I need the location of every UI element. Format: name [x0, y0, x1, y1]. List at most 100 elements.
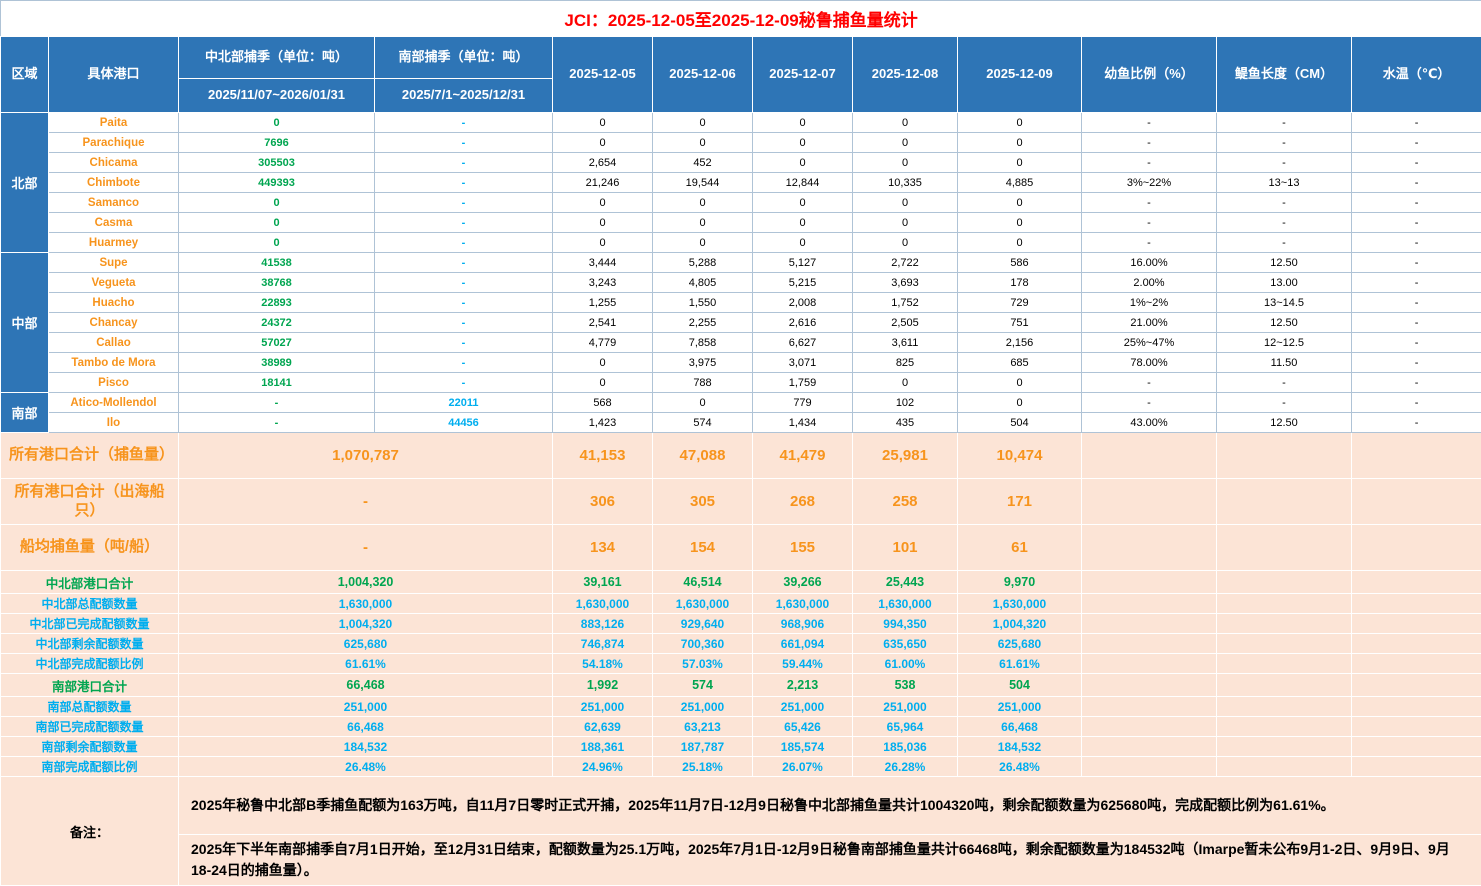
- anchovy-length-value: -: [1217, 373, 1352, 393]
- daily-catch-value: 2,616: [753, 313, 853, 333]
- empty-cell: [1352, 571, 1481, 594]
- empty-cell: [1082, 654, 1217, 674]
- quota-daily-value: 25.18%: [653, 757, 753, 777]
- quota-daily-value: 1,992: [553, 674, 653, 697]
- region-cell: 南部: [1, 393, 49, 433]
- quota-daily-value: 187,787: [653, 737, 753, 757]
- quota-daily-value: 574: [653, 674, 753, 697]
- summary-daily-value: 258: [853, 479, 958, 525]
- notes-section: 备注： 2025年秘鲁中北部B季捕鱼配额为163万吨，自11月7日零时正式开捕，…: [1, 777, 1481, 886]
- daily-catch-value: 2,505: [853, 313, 958, 333]
- juvenile-ratio-value: -: [1082, 393, 1217, 413]
- daily-catch-value: 0: [553, 233, 653, 253]
- juvenile-ratio-value: 25%~47%: [1082, 333, 1217, 353]
- daily-catch-value: 568: [553, 393, 653, 413]
- juvenile-ratio-value: -: [1082, 193, 1217, 213]
- quota-total-value: 61.61%: [179, 654, 553, 674]
- quota-daily-value: 61.00%: [853, 654, 958, 674]
- daily-catch-value: 779: [753, 393, 853, 413]
- juvenile-ratio-value: 2.00%: [1082, 273, 1217, 293]
- daily-catch-value: 0: [653, 213, 753, 233]
- juvenile-ratio-value: 3%~22%: [1082, 173, 1217, 193]
- summary-label: 船均捕鱼量（吨/船）: [1, 525, 179, 571]
- daily-catch-value: 1,423: [553, 413, 653, 433]
- empty-cell: [1352, 594, 1481, 614]
- quota-total-value: 1,004,320: [179, 614, 553, 634]
- empty-cell: [1352, 717, 1481, 737]
- anchovy-length-value: 13~14.5: [1217, 293, 1352, 313]
- water-temp-value: -: [1352, 413, 1481, 433]
- juvenile-ratio-value: -: [1082, 213, 1217, 233]
- daily-catch-value: 5,127: [753, 253, 853, 273]
- summary-daily-value: 25,981: [853, 433, 958, 479]
- quota-daily-value: 62,639: [553, 717, 653, 737]
- summary-daily-value: 61: [958, 525, 1082, 571]
- col-header-juvenile-ratio: 幼鱼比例（%）: [1082, 37, 1217, 113]
- s-season-quota-value: 44456: [375, 413, 553, 433]
- nc-season-quota-value: 0: [179, 213, 375, 233]
- daily-catch-value: 0: [753, 193, 853, 213]
- water-temp-value: -: [1352, 233, 1481, 253]
- quota-daily-value: 185,036: [853, 737, 958, 757]
- water-temp-value: -: [1352, 293, 1481, 313]
- daily-catch-value: 12,844: [753, 173, 853, 193]
- col-header-date-1: 2025-12-05: [553, 37, 653, 113]
- nc-season-quota-value: 38768: [179, 273, 375, 293]
- summary-daily-value: 101: [853, 525, 958, 571]
- notes-row-1: 备注： 2025年秘鲁中北部B季捕鱼配额为163万吨，自11月7日零时正式开捕，…: [1, 777, 1481, 835]
- nc-season-quota-value: 38989: [179, 353, 375, 373]
- empty-cell: [1082, 697, 1217, 717]
- quota-daily-value: 929,640: [653, 614, 753, 634]
- anchovy-length-value: -: [1217, 153, 1352, 173]
- quota-daily-value: 9,970: [958, 571, 1082, 594]
- empty-cell: [1217, 674, 1352, 697]
- col-header-region: 区域: [1, 37, 49, 113]
- empty-cell: [1352, 697, 1481, 717]
- notes-label: 备注：: [1, 777, 179, 886]
- empty-cell: [1352, 614, 1481, 634]
- col-header-s-season-range: 2025/7/1~2025/12/31: [375, 79, 553, 113]
- water-temp-value: -: [1352, 193, 1481, 213]
- daily-catch-value: 0: [958, 373, 1082, 393]
- empty-cell: [1082, 433, 1217, 479]
- empty-cell: [1217, 697, 1352, 717]
- quota-daily-value: 54.18%: [553, 654, 653, 674]
- daily-catch-value: 5,215: [753, 273, 853, 293]
- quota-total-value: 66,468: [179, 717, 553, 737]
- nc-season-quota-value: 0: [179, 233, 375, 253]
- s-season-quota-value: -: [375, 133, 553, 153]
- quota-daily-value: 251,000: [653, 697, 753, 717]
- port-name: Chancay: [49, 313, 179, 333]
- empty-cell: [1082, 674, 1217, 697]
- note-text-2: 2025年下半年南部捕季自7月1日开始，至12月31日结束，配额数量为25.1万…: [179, 835, 1481, 886]
- daily-catch-value: 3,444: [553, 253, 653, 273]
- daily-catch-value: 2,541: [553, 313, 653, 333]
- port-name: Supe: [49, 253, 179, 273]
- daily-catch-value: 178: [958, 273, 1082, 293]
- port-name: Parachique: [49, 133, 179, 153]
- s-season-quota-value: -: [375, 233, 553, 253]
- daily-catch-value: 788: [653, 373, 753, 393]
- daily-catch-value: 574: [653, 413, 753, 433]
- daily-catch-value: 1,752: [853, 293, 958, 313]
- nc-season-quota-value: 57027: [179, 333, 375, 353]
- daily-catch-value: 2,255: [653, 313, 753, 333]
- col-header-port: 具体港口: [49, 37, 179, 113]
- s-season-quota-value: -: [375, 273, 553, 293]
- daily-catch-value: 751: [958, 313, 1082, 333]
- anchovy-length-value: 13~13: [1217, 173, 1352, 193]
- empty-cell: [1217, 594, 1352, 614]
- daily-catch-value: 0: [553, 113, 653, 133]
- anchovy-length-value: 12.50: [1217, 313, 1352, 333]
- quota-daily-value: 251,000: [753, 697, 853, 717]
- empty-cell: [1217, 614, 1352, 634]
- col-header-date-2: 2025-12-06: [653, 37, 753, 113]
